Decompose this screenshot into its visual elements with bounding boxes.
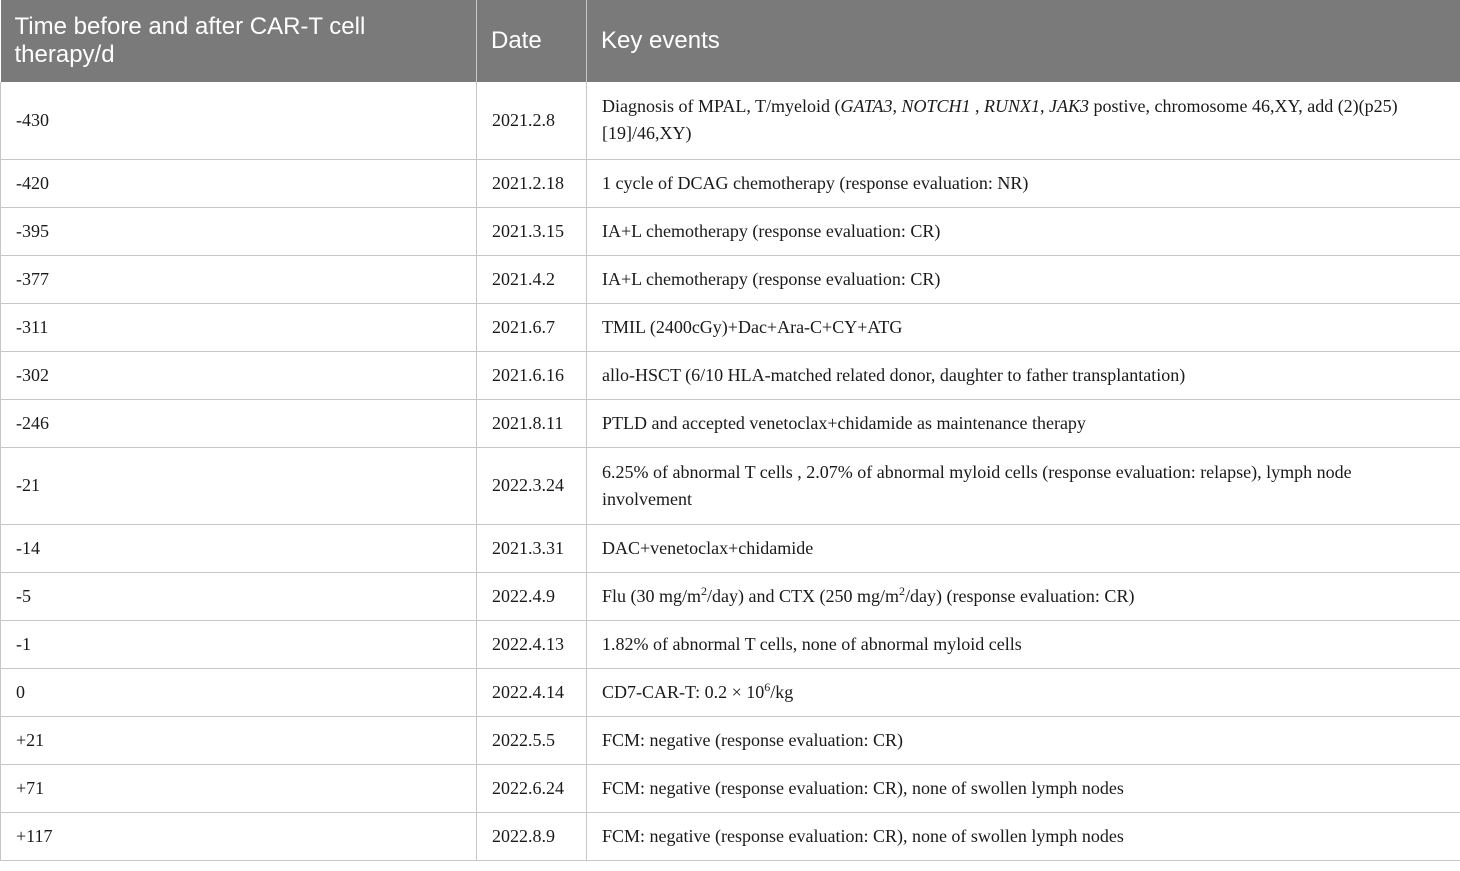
cell-date: 2022.8.9 — [476, 812, 587, 861]
cell-key-event: Diagnosis of MPAL, T/myeloid (GATA3, NOT… — [586, 82, 1460, 160]
event-text: 1 cycle of DCAG chemotherapy (response e… — [602, 172, 1029, 193]
header-row: Time before and after CAR-T cell therapy… — [0, 0, 1460, 82]
event-text: FCM: negative (response evaluation: CR),… — [602, 777, 1124, 798]
header-time: Time before and after CAR-T cell therapy… — [0, 0, 477, 82]
event-text: PTLD and accepted venetoclax+chidamide a… — [602, 412, 1086, 433]
cell-time: -430 — [0, 82, 477, 160]
cell-date: 2022.3.24 — [476, 447, 587, 525]
table-row: -377 2021.4.2 IA+L chemotherapy (response … — [0, 255, 1460, 304]
table-header: Time before and after CAR-T cell therapy… — [0, 0, 1460, 82]
cell-key-event: 1 cycle of DCAG chemotherapy (response e… — [586, 159, 1460, 208]
event-text: FCM: negative (response evaluation: CR),… — [602, 825, 1124, 846]
cell-time: -14 — [0, 524, 477, 573]
gene-name: NOTCH1 — [901, 96, 971, 117]
cell-date: 2022.6.24 — [476, 764, 587, 813]
cell-key-event: Flu (30 mg/m2/day) and CTX (250 mg/m2/da… — [586, 572, 1460, 621]
superscript: 6 — [764, 679, 771, 694]
event-text: allo-HSCT (6/10 HLA-matched related dono… — [602, 364, 1186, 385]
cell-time: -246 — [0, 399, 477, 448]
cell-time: -5 — [0, 572, 477, 621]
event-text: Flu (30 mg/m — [602, 585, 702, 606]
cell-time: -395 — [0, 207, 477, 256]
cell-time: -377 — [0, 255, 477, 304]
cell-date: 2021.3.15 — [476, 207, 587, 256]
cell-key-event: FCM: negative (response evaluation: CR),… — [586, 812, 1460, 861]
event-text: 1.82% of abnormal T cells, none of abnor… — [602, 633, 1022, 654]
event-text: DAC+venetoclax+chidamide — [602, 537, 814, 558]
cell-date: 2021.4.2 — [476, 255, 587, 304]
cell-date: 2021.6.16 — [476, 351, 587, 400]
event-text: TMIL (2400cGy)+Dac+Ara-C+CY+ATG — [602, 316, 903, 337]
cell-key-event: CD7-CAR-T: 0.2 × 106/kg — [586, 668, 1460, 717]
table-row: -430 2021.2.8 Diagnosis of MPAL, T/myeloid… — [0, 82, 1460, 160]
table-row: -302 2021.6.16 allo-HSCT (6/10 HLA-matched… — [0, 351, 1460, 400]
table-row: -311 2021.6.7 TMIL (2400cGy)+Dac+Ara-C+CY+… — [0, 303, 1460, 352]
event-text: 6.25% of abnormal T cells , 2.07% of abn… — [602, 461, 1352, 509]
cell-key-event: TMIL (2400cGy)+Dac+Ara-C+CY+ATG — [586, 303, 1460, 352]
table-row: +21 2022.5.5 FCM: negative (response evalu… — [0, 716, 1460, 765]
cell-time: -302 — [0, 351, 477, 400]
superscript: 2 — [701, 583, 708, 598]
event-text: /kg — [770, 681, 794, 702]
cell-key-event: DAC+venetoclax+chidamide — [586, 524, 1460, 573]
cell-time: +117 — [0, 812, 477, 861]
event-text: , — [970, 96, 985, 117]
event-text: IA+L chemotherapy (response evaluation: … — [602, 268, 941, 289]
cell-key-event: FCM: negative (response evaluation: CR),… — [586, 764, 1460, 813]
cell-time: -420 — [0, 159, 477, 208]
header-date: Date — [476, 0, 587, 82]
cell-date: 2022.4.14 — [476, 668, 587, 717]
cell-key-event: IA+L chemotherapy (response evaluation: … — [586, 255, 1460, 304]
cell-key-event: 1.82% of abnormal T cells, none of abnor… — [586, 620, 1460, 669]
cell-date: 2022.4.13 — [476, 620, 587, 669]
cell-date: 2022.5.5 — [476, 716, 587, 765]
event-text: CD7-CAR-T: 0.2 × 10 — [602, 681, 765, 702]
cell-time: +21 — [0, 716, 477, 765]
cell-date: 2021.8.11 — [476, 399, 587, 448]
cell-key-event: allo-HSCT (6/10 HLA-matched related dono… — [586, 351, 1460, 400]
table-row: -1 2022.4.13 1.82% of abnormal T cells, no… — [0, 620, 1460, 669]
cell-date: 2021.6.7 — [476, 303, 587, 352]
event-text: Diagnosis of MPAL, T/myeloid ( — [602, 96, 841, 117]
cell-date: 2021.3.31 — [476, 524, 587, 573]
cell-time: -1 — [0, 620, 477, 669]
cell-time: 0 — [0, 668, 477, 717]
cell-time: -311 — [0, 303, 477, 352]
table-row: -14 2021.3.31 DAC+venetoclax+chidamide — [0, 524, 1460, 573]
table-row: +71 2022.6.24 FCM: negative (response eval… — [0, 764, 1460, 813]
event-text: IA+L chemotherapy (response evaluation: … — [602, 220, 941, 241]
cell-key-event: IA+L chemotherapy (response evaluation: … — [586, 207, 1460, 256]
table-row: -5 2022.4.9 Flu (30 mg/m2/day) and CTX (25… — [0, 572, 1460, 621]
table-row: -395 2021.3.15 IA+L chemotherapy (response… — [0, 207, 1460, 256]
event-text: /day) (response evaluation: CR) — [905, 585, 1135, 606]
cell-date: 2021.2.18 — [476, 159, 587, 208]
cell-time: +71 — [0, 764, 477, 813]
cell-key-event: FCM: negative (response evaluation: CR) — [586, 716, 1460, 765]
cell-key-event: 6.25% of abnormal T cells , 2.07% of abn… — [586, 447, 1460, 525]
cell-time: -21 — [0, 447, 477, 525]
table-row: 0 2022.4.14 CD7-CAR-T: 0.2 × 106/kg — [0, 668, 1460, 717]
event-text: /day) and CTX (250 mg/m — [707, 585, 899, 606]
gene-name: GATA3 — [840, 96, 893, 117]
superscript: 2 — [899, 583, 905, 598]
event-text: , — [892, 96, 902, 117]
table-body: -430 2021.2.8 Diagnosis of MPAL, T/myeloid… — [0, 82, 1460, 861]
table-row: -21 2022.3.24 6.25% of abnormal T cells , … — [0, 447, 1460, 525]
cell-date: 2021.2.8 — [476, 82, 587, 160]
header-key-events: Key events — [586, 0, 1460, 82]
table-row: +117 2022.8.9 FCM: negative (response eval… — [0, 812, 1460, 861]
gene-name: JAK3 — [1049, 96, 1090, 117]
event-text: postive, chromosome 46,XY, add (2)(p25) … — [602, 96, 1398, 144]
event-text: , — [1040, 96, 1050, 117]
event-text: FCM: negative (response evaluation: CR) — [602, 729, 903, 750]
table-row: -246 2021.8.11 PTLD and accepted venetocla… — [0, 399, 1460, 448]
cell-key-event: PTLD and accepted venetoclax+chidamide a… — [586, 399, 1460, 448]
cell-date: 2022.4.9 — [476, 572, 587, 621]
table-row: -420 2021.2.18 1 cycle of DCAG chemotherap… — [0, 159, 1460, 208]
gene-name: RUNX1 — [984, 96, 1041, 117]
